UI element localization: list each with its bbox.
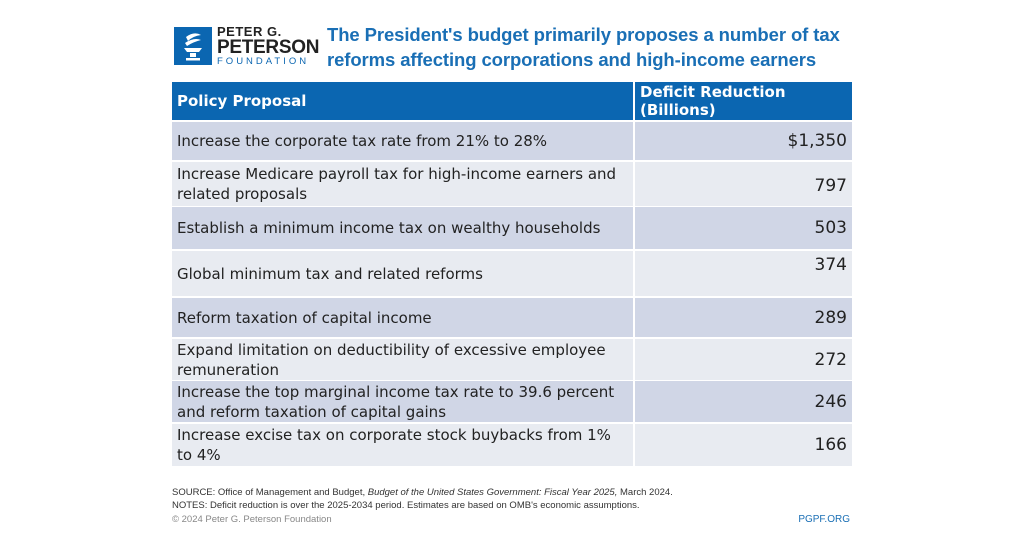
policy-cell: Increase excise tax on corporate stock b… [172, 424, 633, 466]
policy-cell: Expand limitation on deductibility of ex… [172, 339, 633, 380]
table-row: Increase excise tax on corporate stock b… [172, 424, 852, 466]
deficit-cell: 272 [635, 339, 852, 380]
table-header: Policy Proposal Deficit Reduction (Billi… [172, 82, 852, 120]
policy-cell: Establish a minimum income tax on wealth… [172, 207, 633, 249]
source-suffix: March 2024. [617, 487, 673, 498]
deficit-cell: 374 [635, 251, 852, 296]
deficit-cell: 797 [635, 162, 852, 206]
policy-cell: Increase the top marginal income tax rat… [172, 381, 633, 422]
table-row: Increase the corporate tax rate from 21%… [172, 122, 852, 160]
page-title: The President's budget primarily propose… [327, 24, 840, 70]
pgpf-logo: PETER G. PETERSON FOUNDATION [174, 25, 319, 67]
table-row: Establish a minimum income tax on wealth… [172, 207, 852, 249]
policy-cell: Global minimum tax and related reforms [172, 251, 633, 296]
policy-cell: Increase the corporate tax rate from 21%… [172, 122, 633, 160]
table-row: Increase Medicare payroll tax for high-i… [172, 162, 852, 206]
logo-line2: PETERSON [217, 37, 320, 58]
deficit-cell: 503 [635, 207, 852, 249]
column-header-deficit: Deficit Reduction (Billions) [633, 82, 850, 120]
deficit-cell: 246 [635, 381, 852, 422]
column-header-policy: Policy Proposal [177, 92, 307, 110]
table-row: Global minimum tax and related reforms 37… [172, 251, 852, 296]
torch-icon [174, 26, 212, 65]
copyright: © 2024 Peter G. Peterson Foundation [172, 514, 332, 525]
notes: NOTES: Deficit reduction is over the 202… [172, 500, 640, 511]
table-row: Expand limitation on deductibility of ex… [172, 339, 852, 380]
source-title: Budget of the United States Government: … [367, 487, 618, 498]
source-note: SOURCE: Office of Management and Budget,… [172, 487, 673, 498]
policy-cell: Increase Medicare payroll tax for high-i… [172, 162, 633, 206]
logo-line1: PETER G. [217, 24, 282, 39]
deficit-cell: 289 [635, 298, 852, 337]
logo-line3: FOUNDATION [217, 56, 310, 67]
site-link[interactable]: PGPF.ORG [798, 514, 850, 525]
deficit-cell: $1,350 [635, 122, 852, 160]
table-row: Reform taxation of capital income 289 [172, 298, 852, 337]
deficit-cell: 166 [635, 424, 852, 466]
policy-cell: Reform taxation of capital income [172, 298, 633, 337]
source-prefix: SOURCE: Office of Management and Budget, [172, 487, 368, 498]
table-row: Increase the top marginal income tax rat… [172, 381, 852, 422]
